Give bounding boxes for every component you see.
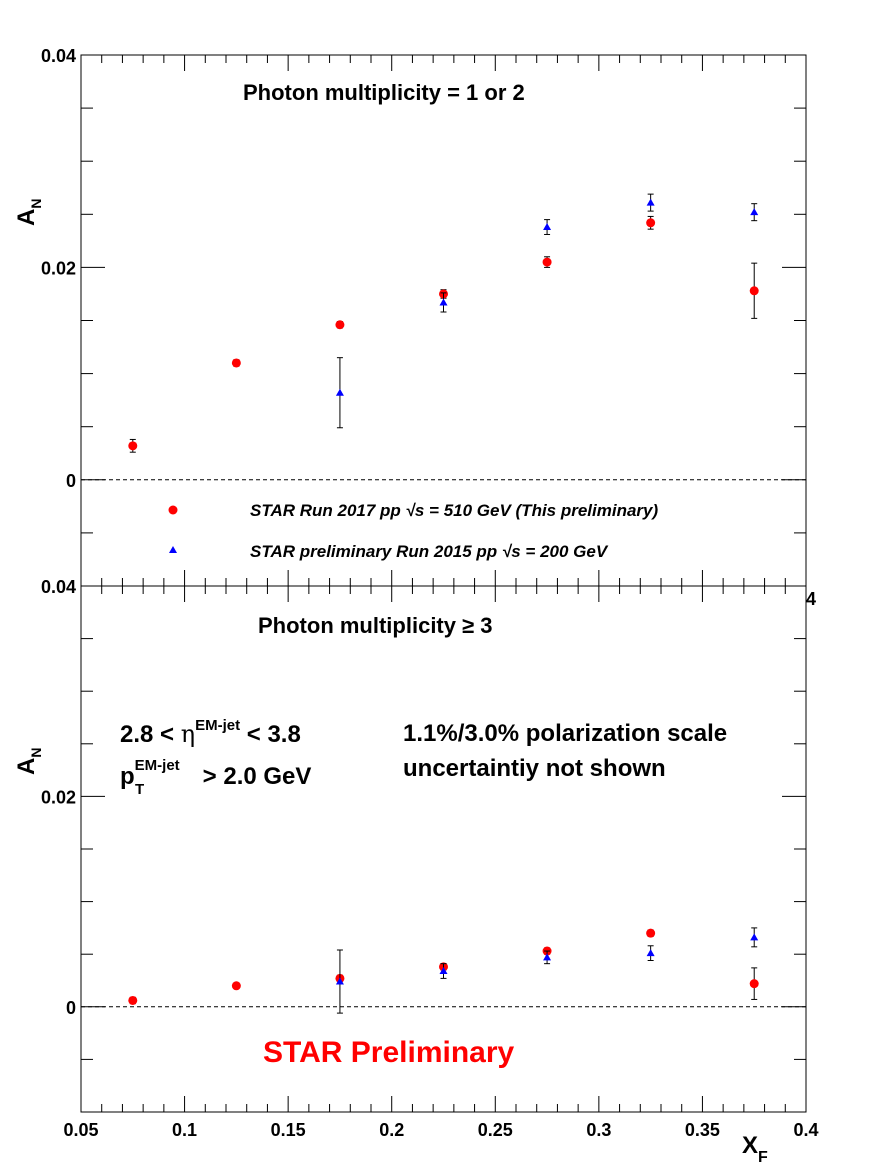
top-y-tick-labels: 0.04 0.02 0 [41, 46, 76, 491]
triangle-marker [439, 298, 448, 306]
bottom-y-axis-label-sub: N [28, 748, 44, 758]
circle-marker [749, 979, 759, 989]
circle-marker [128, 995, 138, 1005]
triangle-marker [646, 198, 655, 206]
red-data-point [128, 995, 138, 1005]
y-tick-label: 0.04 [41, 577, 76, 597]
blue-data-point [543, 219, 552, 235]
x-axis-label: XF [742, 1132, 768, 1166]
red-data-point [749, 967, 759, 1000]
top-data-marks [128, 193, 759, 453]
blue-data-point [646, 945, 655, 962]
red-data-point [231, 358, 241, 368]
bottom-data-marks [128, 927, 759, 1014]
polarization-note-line2: uncertaintiy not shown [403, 755, 666, 782]
legend-marker-blue-triangle [169, 546, 177, 553]
x-tick-label: 0.35 [685, 1120, 720, 1140]
bottom-panel-title: Photon multiplicity ≥ 3 [258, 613, 493, 638]
x-tick-label: 0.1 [172, 1120, 197, 1140]
triangle-marker [646, 949, 655, 957]
x-tick-labels: 0.05 0.1 0.15 0.2 0.25 0.3 0.35 0.4 [63, 1120, 818, 1140]
legend-entry-2017: STAR Run 2017 pp √s = 510 GeV (This prel… [250, 501, 659, 520]
top-y-axis-label: AN [13, 199, 44, 226]
bottom-panel: 0.04 0.02 0 0.05 0.1 0.15 0.2 0.25 0.3 0.35 0.4 P… [13, 577, 819, 1166]
legend: STAR Run 2017 pp √s = 510 GeV (This prel… [168, 501, 659, 561]
x-tick-label: 0.15 [271, 1120, 306, 1140]
circle-marker [646, 218, 656, 228]
circle-marker [749, 286, 759, 296]
bottom-axis-ticks [80, 585, 807, 1113]
polarization-note-line1: 1.1%/3.0% polarization scale [403, 720, 727, 747]
circle-marker [542, 257, 552, 267]
top-panel-title: Photon multiplicity = 1 or 2 [243, 80, 525, 105]
circle-marker [335, 320, 345, 330]
red-data-point [335, 320, 345, 330]
x-tick-label: 0.05 [63, 1120, 98, 1140]
y-tick-label: 0.04 [41, 46, 76, 66]
stray-exponent-label: 4 [806, 589, 816, 609]
bottom-y-tick-labels: 0.04 0.02 0 [41, 577, 76, 1018]
legend-marker-red-circle [168, 505, 178, 515]
blue-data-point [335, 949, 344, 1014]
red-data-point [749, 262, 759, 319]
blue-data-point [750, 203, 759, 222]
top-y-axis-label-sub: N [28, 199, 44, 209]
circle-marker [231, 358, 241, 368]
blue-data-point [750, 927, 759, 948]
circle-marker [646, 928, 656, 938]
x-axis-label-sub: F [758, 1149, 768, 1166]
x-tick-label: 0.2 [379, 1120, 404, 1140]
eta-range-annotation: 2.8 < ηEM-jet < 3.8 [120, 717, 301, 748]
eta-superscript: EM-jet [195, 717, 240, 734]
eta-suffix: < 3.8 [240, 721, 301, 748]
top-panel: 0.04 0.02 0 Photon multiplicity = 1 or 2 A… [13, 46, 807, 587]
triangle-marker [750, 208, 759, 216]
eta-symbol: η [181, 720, 195, 748]
triangle-marker [750, 933, 759, 941]
bottom-y-axis-label-main: A [13, 758, 40, 775]
red-data-point [231, 981, 241, 991]
pt-symbol: p [120, 763, 135, 790]
x-axis-label-main: X [742, 1132, 758, 1159]
triangle-marker [335, 977, 344, 985]
pt-cut-annotation: pEM-jet T > 2.0 GeV [120, 757, 311, 798]
red-data-point [646, 928, 656, 938]
pt-superscript: EM-jet [135, 757, 180, 774]
legend-entry-2015: STAR preliminary Run 2015 pp √s = 200 Ge… [250, 542, 609, 561]
star-preliminary-label: STAR Preliminary [263, 1036, 515, 1069]
blue-data-point [439, 963, 448, 979]
top-y-axis-label-main: A [13, 209, 40, 226]
circle-marker [128, 441, 138, 451]
bottom-y-axis-label: AN [13, 748, 44, 775]
circle-marker [231, 981, 241, 991]
triangle-marker [335, 388, 344, 396]
red-data-point [128, 438, 138, 453]
triangle-marker [439, 967, 448, 975]
blue-data-point [439, 292, 448, 313]
red-data-point [542, 256, 552, 268]
blue-data-point [646, 193, 655, 212]
y-tick-label: 0.02 [41, 258, 76, 278]
y-tick-label: 0.02 [41, 787, 76, 807]
x-tick-label: 0.25 [478, 1120, 513, 1140]
blue-data-point [543, 950, 552, 965]
triangle-marker [543, 953, 552, 961]
y-tick-label: 0 [66, 471, 76, 491]
red-data-point [646, 215, 656, 230]
triangle-marker [543, 223, 552, 231]
blue-data-point [335, 357, 344, 429]
pt-suffix: > 2.0 GeV [196, 763, 311, 790]
pt-subscript: T [135, 781, 144, 798]
x-tick-label: 0.4 [793, 1120, 818, 1140]
x-tick-label: 0.3 [586, 1120, 611, 1140]
y-tick-label: 0 [66, 998, 76, 1018]
eta-prefix: 2.8 < [120, 721, 181, 748]
